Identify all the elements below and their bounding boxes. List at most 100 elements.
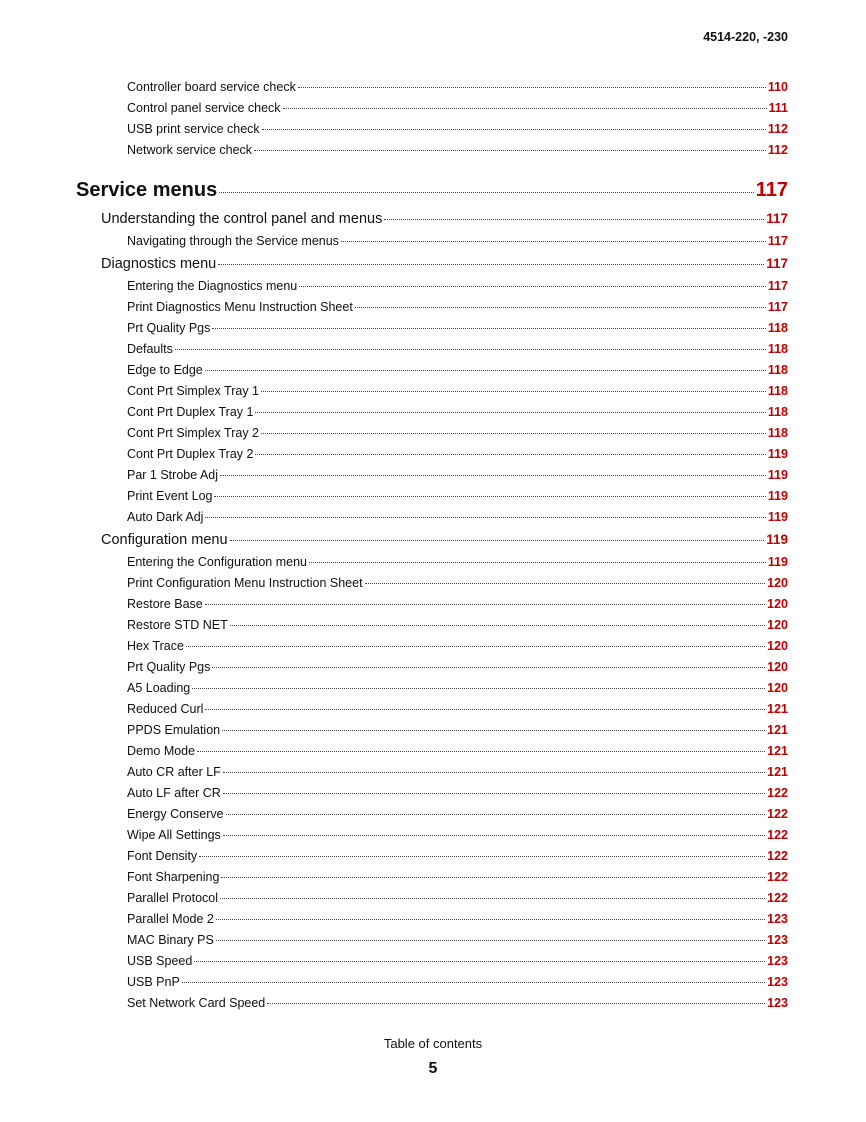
toc-entry[interactable]: Auto LF after CR 122 (0, 783, 866, 804)
toc-entry-title[interactable]: Reduced Curl (127, 702, 204, 716)
toc-entry-title[interactable]: Cont Prt Duplex Tray 1 (127, 405, 254, 419)
toc-entry-title[interactable]: Cont Prt Simplex Tray 2 (127, 426, 259, 440)
toc-entry-page[interactable]: 111 (768, 101, 788, 115)
toc-entry-title[interactable]: Edge to Edge (127, 363, 203, 377)
toc-entry-page[interactable]: 123 (767, 954, 788, 968)
toc-entry-page[interactable]: 123 (767, 996, 788, 1010)
toc-entry-page[interactable]: 119 (766, 532, 788, 547)
toc-entry[interactable]: Diagnostics menu 117 (0, 252, 866, 276)
toc-entry-title[interactable]: Print Diagnostics Menu Instruction Sheet (127, 300, 353, 314)
toc-entry[interactable]: Navigating through the Service menus 117 (0, 231, 866, 252)
toc-entry-page[interactable]: 123 (767, 912, 788, 926)
toc-entry-title[interactable]: Control panel service check (127, 101, 281, 115)
toc-entry-page[interactable]: 121 (767, 723, 788, 737)
toc-entry-title[interactable]: USB PnP (127, 975, 180, 989)
toc-entry[interactable]: Restore Base 120 (0, 594, 866, 615)
toc-entry-page[interactable]: 122 (767, 849, 788, 863)
toc-entry-page[interactable]: 117 (766, 256, 788, 271)
toc-entry-page[interactable]: 120 (767, 639, 788, 653)
toc-entry-page[interactable]: 118 (767, 321, 788, 335)
toc-entry-page[interactable]: 120 (767, 660, 788, 674)
toc-entry-title[interactable]: MAC Binary PS (127, 933, 214, 947)
toc-entry-title[interactable]: Network service check (127, 143, 253, 157)
toc-entry-title[interactable]: Energy Conserve (127, 807, 224, 821)
toc-entry[interactable]: Cont Prt Simplex Tray 1 118 (0, 381, 866, 402)
toc-entry[interactable]: Service menus 117 (0, 175, 866, 205)
toc-entry-title[interactable]: Font Sharpening (127, 870, 220, 884)
toc-entry-title[interactable]: Auto Dark Adj (127, 510, 204, 524)
toc-entry-title[interactable]: Navigating through the Service menus (127, 234, 339, 248)
toc-entry[interactable]: Prt Quality Pgs 118 (0, 318, 866, 339)
toc-entry-title[interactable]: Print Event Log (127, 489, 213, 503)
toc-entry-title[interactable]: Understanding the control panel and menu… (101, 211, 383, 227)
toc-entry[interactable]: Cont Prt Simplex Tray 2 118 (0, 423, 866, 444)
toc-entry-page[interactable]: 119 (767, 489, 788, 503)
toc-entry[interactable]: Auto Dark Adj 119 (0, 507, 866, 528)
toc-entry-page[interactable]: 119 (767, 555, 788, 569)
toc-entry[interactable]: Par 1 Strobe Adj 119 (0, 465, 866, 486)
toc-entry-title[interactable]: Service menus (76, 179, 218, 201)
toc-entry-title[interactable]: Prt Quality Pgs (127, 321, 211, 335)
toc-entry[interactable]: Edge to Edge 118 (0, 360, 866, 381)
toc-entry-title[interactable]: Parallel Mode 2 (127, 912, 214, 926)
toc-entry-page[interactable]: 112 (767, 122, 788, 136)
toc-entry[interactable]: Print Diagnostics Menu Instruction Sheet… (0, 297, 866, 318)
toc-entry-page[interactable]: 117 (755, 179, 788, 201)
toc-entry[interactable]: Network service check 112 (0, 140, 866, 161)
toc-entry-title[interactable]: Entering the Configuration menu (127, 555, 307, 569)
toc-entry-page[interactable]: 117 (767, 279, 788, 293)
toc-entry-page[interactable]: 112 (767, 143, 788, 157)
toc-entry[interactable]: Font Density 122 (0, 846, 866, 867)
toc-entry-title[interactable]: Controller board service check (127, 80, 296, 94)
toc-entry[interactable]: USB Speed 123 (0, 951, 866, 972)
toc-entry-page[interactable]: 121 (767, 765, 788, 779)
toc-entry[interactable]: Auto CR after LF 121 (0, 762, 866, 783)
toc-entry-title[interactable]: Defaults (127, 342, 173, 356)
toc-entry[interactable]: USB print service check 112 (0, 119, 866, 140)
toc-entry-page[interactable]: 118 (767, 342, 788, 356)
toc-entry-page[interactable]: 122 (767, 870, 788, 884)
toc-entry[interactable]: Configuration menu 119 (0, 528, 866, 552)
toc-entry-page[interactable]: 117 (766, 211, 788, 226)
toc-entry-page[interactable]: 110 (767, 80, 788, 94)
toc-entry-page[interactable]: 118 (767, 384, 788, 398)
toc-entry[interactable]: Understanding the control panel and menu… (0, 207, 866, 231)
toc-entry-title[interactable]: USB Speed (127, 954, 193, 968)
toc-entry-title[interactable]: Auto CR after LF (127, 765, 221, 779)
toc-entry-title[interactable]: Parallel Protocol (127, 891, 219, 905)
toc-entry-title[interactable]: Cont Prt Simplex Tray 1 (127, 384, 259, 398)
toc-entry[interactable]: Cont Prt Duplex Tray 2 119 (0, 444, 866, 465)
toc-entry-title[interactable]: Restore Base (127, 597, 203, 611)
toc-entry-page[interactable]: 117 (767, 234, 788, 248)
toc-entry[interactable]: USB PnP 123 (0, 972, 866, 993)
toc-entry[interactable]: Wipe All Settings 122 (0, 825, 866, 846)
toc-entry[interactable]: Reduced Curl 121 (0, 699, 866, 720)
toc-entry-title[interactable]: Demo Mode (127, 744, 196, 758)
toc-entry[interactable]: Entering the Diagnostics menu 117 (0, 276, 866, 297)
toc-entry[interactable]: Control panel service check 111 (0, 98, 866, 119)
toc-entry-page[interactable]: 122 (767, 786, 788, 800)
toc-entry[interactable]: Parallel Protocol 122 (0, 888, 866, 909)
toc-entry-title[interactable]: Print Configuration Menu Instruction She… (127, 576, 363, 590)
toc-entry-title[interactable]: Cont Prt Duplex Tray 2 (127, 447, 254, 461)
toc-entry[interactable]: Parallel Mode 2 123 (0, 909, 866, 930)
toc-entry-page[interactable]: 118 (767, 426, 788, 440)
toc-entry-page[interactable]: 118 (767, 405, 788, 419)
toc-entry[interactable]: Restore STD NET 120 (0, 615, 866, 636)
toc-entry-page[interactable]: 120 (767, 597, 788, 611)
toc-entry-title[interactable]: Entering the Diagnostics menu (127, 279, 298, 293)
toc-entry-title[interactable]: Hex Trace (127, 639, 184, 653)
toc-entry[interactable]: Entering the Configuration menu 119 (0, 552, 866, 573)
toc-entry[interactable]: Hex Trace 120 (0, 636, 866, 657)
toc-entry[interactable]: MAC Binary PS 123 (0, 930, 866, 951)
toc-entry[interactable]: Print Configuration Menu Instruction She… (0, 573, 866, 594)
toc-entry-title[interactable]: Par 1 Strobe Adj (127, 468, 219, 482)
toc-entry[interactable]: Print Event Log 119 (0, 486, 866, 507)
toc-entry-title[interactable]: Font Density (127, 849, 198, 863)
toc-entry[interactable]: Set Network Card Speed 123 (0, 993, 866, 1014)
toc-entry[interactable]: Defaults 118 (0, 339, 866, 360)
toc-entry[interactable]: Cont Prt Duplex Tray 1 118 (0, 402, 866, 423)
toc-entry-title[interactable]: Prt Quality Pgs (127, 660, 211, 674)
toc-entry-page[interactable]: 119 (767, 447, 788, 461)
toc-entry[interactable]: Font Sharpening 122 (0, 867, 866, 888)
